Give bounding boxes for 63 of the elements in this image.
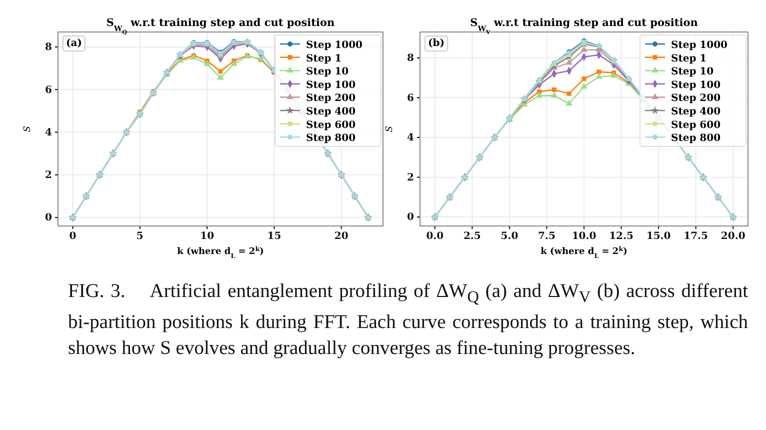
y-tick-label: 2 [407,172,414,184]
x-tick-label: 2.5 [463,231,481,242]
y-tick-label: 0 [45,212,52,224]
y-axis-title: S [385,126,395,132]
point [550,92,558,98]
x-tick-label: 7.5 [538,231,556,242]
point [580,82,588,89]
x-tick-label: 12.5 [609,231,634,242]
legend-label: Step 200 [671,93,721,104]
y-tick-label: 6 [407,92,414,104]
x-axis-title: k (where d$_{L}$ = 2$^{k}$) [540,246,628,260]
x-tick-label: 10 [200,231,214,242]
legend-label: Step 600 [306,120,356,131]
x-tick-label: 15.0 [646,231,671,242]
x-tick-label: 17.5 [684,231,708,242]
point [580,46,588,52]
y-tick-label: 6 [45,84,52,96]
x-tick-label: 10.0 [572,231,596,242]
legend-label: Step 400 [306,106,356,118]
y-axis-title: S [23,126,33,132]
x-tick-label: 20.0 [720,231,746,242]
y-tick-label: 2 [45,170,52,182]
point [230,60,238,66]
point [552,87,556,92]
annotation: (b) [428,38,444,49]
point [218,69,223,74]
point [582,76,586,81]
x-tick-label: 5.0 [500,231,518,242]
x-tick-label: 20 [334,231,348,242]
legend-label: Step 100 [306,80,356,91]
y-tick-label: 8 [407,53,414,64]
x-tick-label: 5 [136,231,144,242]
legend-label: Step 1 [306,53,342,64]
x-tick-label: 0.0 [426,231,444,242]
point [566,58,572,65]
point [596,72,602,79]
caption: FIG. 3. Artificial entanglement profiling of ΔW$_{Q}$ (a) and ΔW$_{V}$ (b) across different bi-partition positions k during FFT. Each curve corresponds to a training step, which shows how S evolves and gradually converges as fine-tuning progresses. [68,280,748,361]
point [566,100,572,106]
point [610,72,618,78]
y-tick-label: 4 [407,132,414,144]
x-tick-label: 15 [267,231,282,242]
legend-label: Step 1000 [306,40,363,51]
legend-label: Step 100 [671,80,721,91]
point [204,60,210,66]
legend-label: Step 10 [306,66,349,78]
legend-label: Step 10 [671,66,714,78]
legend-label: Step 800 [306,133,356,144]
legend-label: Step 1000 [671,40,728,51]
legend-label: Step 400 [671,106,721,118]
y-tick-label: 0 [407,212,414,224]
point [217,74,224,80]
legend-label: Step 600 [671,120,721,131]
point [536,92,543,98]
y-tick-label: 4 [45,127,52,138]
x-axis-title: k (where d$_{L}$ = 2$^{k}$) [177,246,264,260]
x-tick-label: 0 [69,231,76,242]
legend-label: Step 200 [306,93,356,104]
y-tick-label: 8 [45,42,52,54]
legend-label: Step 800 [671,133,721,144]
point [566,91,572,96]
legend-label: Step 1 [671,53,707,64]
annotation: (a) [66,38,82,49]
point [596,70,602,74]
